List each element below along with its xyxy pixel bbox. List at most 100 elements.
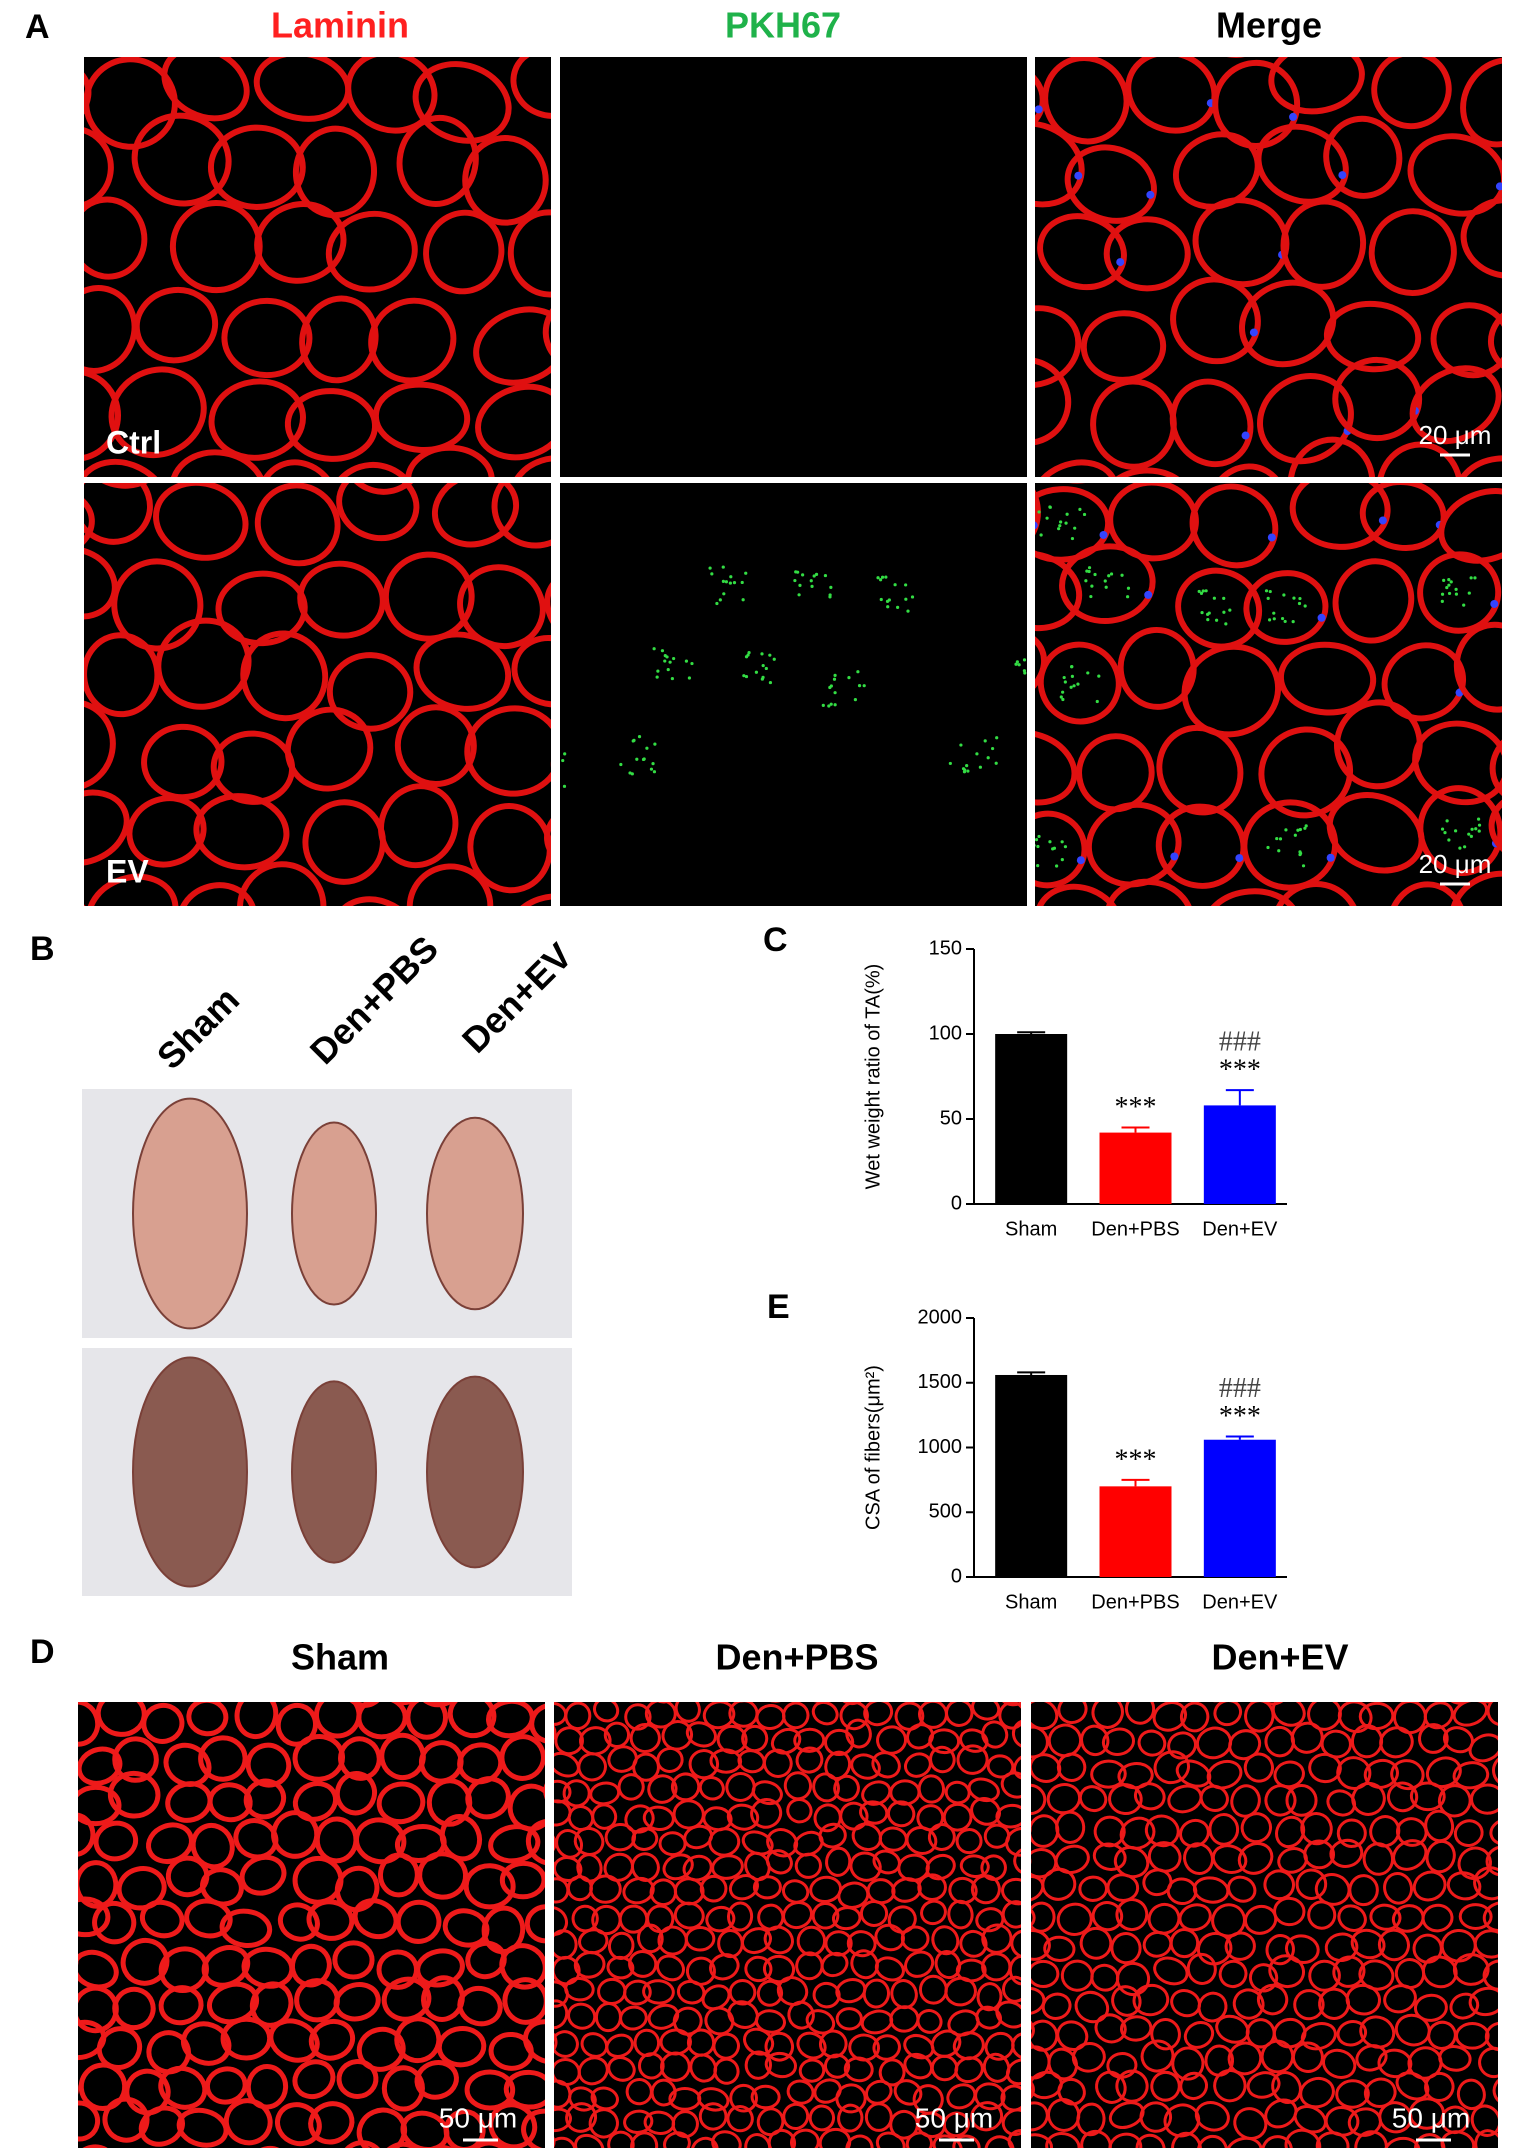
fiber bbox=[843, 2056, 874, 2083]
vesicle bbox=[833, 703, 837, 707]
fiber bbox=[1423, 1702, 1454, 1730]
fiber bbox=[1119, 1816, 1156, 1850]
vesicle bbox=[1454, 587, 1458, 591]
fiber bbox=[905, 2131, 933, 2148]
fiber bbox=[1502, 1671, 1521, 1702]
fiber bbox=[833, 1774, 860, 1802]
fiber bbox=[1307, 1900, 1337, 1930]
vesicle bbox=[885, 599, 890, 603]
fiber bbox=[176, 2107, 229, 2148]
vesicle bbox=[744, 674, 749, 679]
vesicle bbox=[1099, 936, 1102, 939]
vesicle bbox=[669, 1018, 672, 1021]
vesicle bbox=[747, 651, 751, 655]
fiber bbox=[507, 209, 551, 298]
fiber bbox=[987, 945, 1081, 1029]
fiber bbox=[1043, 1935, 1076, 1962]
fiber bbox=[1473, 1866, 1498, 1901]
nucleus bbox=[1267, 533, 1276, 542]
fiber bbox=[607, 2056, 636, 2082]
fiber bbox=[463, 1863, 516, 1910]
micrograph bbox=[560, 483, 1129, 1021]
fiber bbox=[502, 1977, 545, 2025]
fiber bbox=[84, 285, 138, 374]
nucleus bbox=[1017, 927, 1025, 935]
fiber bbox=[1277, 641, 1377, 716]
fiber bbox=[26, 1860, 71, 1901]
fiber bbox=[744, 2050, 772, 2080]
fiber bbox=[1486, 938, 1521, 1048]
fiber bbox=[593, 1669, 623, 1697]
vesicle bbox=[884, 575, 888, 579]
vesicle bbox=[729, 575, 733, 579]
vesicle bbox=[1454, 592, 1459, 596]
fiber bbox=[1115, 1898, 1149, 1932]
fiber bbox=[505, 893, 551, 906]
fiber bbox=[725, 1772, 756, 1802]
fiber bbox=[93, 1820, 139, 1862]
vesicle bbox=[853, 698, 857, 702]
fiber bbox=[1256, 1702, 1290, 1706]
fiber bbox=[946, 2083, 977, 2110]
vesicle bbox=[708, 566, 712, 570]
vesicle bbox=[1093, 996, 1096, 999]
fiber bbox=[1275, 1815, 1306, 1849]
fiber bbox=[153, 483, 249, 561]
fiber bbox=[1119, 2015, 1153, 2042]
fiber bbox=[1135, 2133, 1166, 2148]
fiber bbox=[473, 306, 551, 386]
fiber bbox=[576, 1853, 603, 1883]
fiber bbox=[78, 1896, 111, 1938]
nucleus bbox=[1005, 14, 1013, 22]
fiber bbox=[1472, 1702, 1498, 1704]
fiber bbox=[1108, 1783, 1143, 1816]
fiber bbox=[636, 1923, 664, 1954]
vesicle bbox=[715, 601, 719, 606]
fiber bbox=[850, 1949, 879, 1980]
vesicle bbox=[656, 996, 659, 999]
vesicle bbox=[1467, 591, 1471, 595]
micrograph-bg bbox=[560, 483, 1027, 906]
fiber bbox=[1504, 2129, 1521, 2153]
vesicle bbox=[1447, 577, 1451, 582]
fiber bbox=[78, 2144, 117, 2148]
nucleus bbox=[1035, 105, 1043, 114]
fiber bbox=[617, 1773, 645, 1801]
vesicle bbox=[1048, 505, 1052, 509]
vesicle bbox=[1120, 1002, 1123, 1005]
fiber bbox=[0, 441, 86, 539]
vesicle bbox=[1304, 824, 1308, 828]
vesicle bbox=[1268, 589, 1272, 594]
fiber bbox=[1421, 1903, 1454, 1933]
fiber bbox=[623, 1979, 652, 2006]
vesicle bbox=[1031, 834, 1034, 837]
micrograph bbox=[1031, 1671, 1521, 2153]
fiber bbox=[1474, 2129, 1498, 2148]
fiber bbox=[215, 570, 308, 647]
fiber bbox=[567, 2002, 597, 2030]
fiber bbox=[1368, 208, 1457, 296]
vesicle bbox=[879, 597, 883, 602]
fiber bbox=[1460, 57, 1502, 148]
vesicle bbox=[832, 677, 837, 681]
fiber bbox=[1449, 1992, 1480, 2020]
fiber bbox=[1083, 943, 1180, 1039]
vesicle bbox=[1447, 838, 1451, 842]
vesicle bbox=[847, 675, 851, 680]
vesicle bbox=[893, 583, 897, 587]
fiber bbox=[193, 793, 290, 871]
fiber bbox=[240, 630, 329, 722]
fiber bbox=[864, 2079, 893, 2105]
fiber bbox=[1371, 57, 1452, 130]
vesicle bbox=[1126, 941, 1129, 944]
fiber bbox=[1460, 197, 1502, 279]
vesicle bbox=[1206, 612, 1210, 616]
fiber bbox=[638, 2052, 665, 2080]
error-bar bbox=[1121, 1478, 1150, 1487]
fiber bbox=[542, 287, 551, 376]
fiber bbox=[1345, 1983, 1382, 2016]
fiber bbox=[1031, 2070, 1063, 2100]
fiber bbox=[1289, 483, 1391, 550]
vesicle bbox=[1029, 846, 1032, 849]
fiber bbox=[1505, 2040, 1521, 2078]
